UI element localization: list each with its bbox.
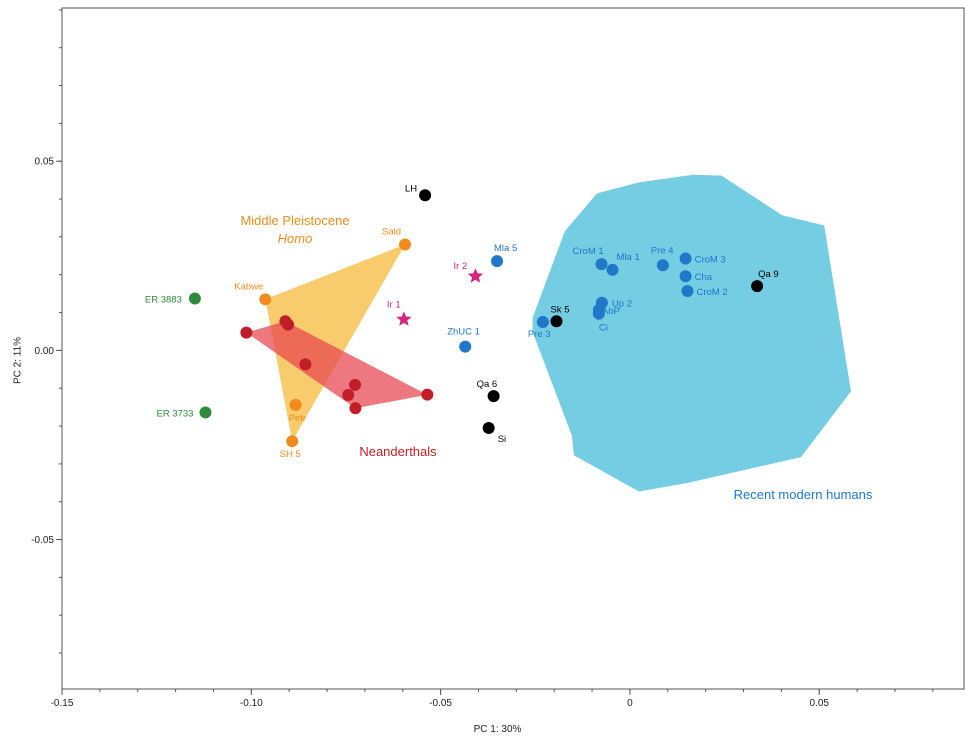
middle-pleistocene-homo-point-label: SH 5 <box>280 449 301 460</box>
homo-erectus-point-label: ER 3883 <box>145 295 182 306</box>
neanderthals-point <box>240 326 253 339</box>
recent-modern-humans-point-label: Cha <box>695 272 713 283</box>
middle-pleistocene-homo-point <box>286 435 299 448</box>
y-tick-label: -0.05 <box>31 535 54 546</box>
other-fossils-point-label: Qa 6 <box>477 379 498 390</box>
recent-modern-humans-point-label: AbP <box>602 306 620 317</box>
recent-modern-humans-point <box>606 263 619 276</box>
other-fossils-point-label: Qa 9 <box>758 269 779 280</box>
group-label-middle-pleistocene: Middle Pleistocene <box>240 213 349 228</box>
jebel-irhoud-point-label: Ir 2 <box>453 261 467 272</box>
middle-pleistocene-homo-point <box>289 398 302 411</box>
y-axis-title: PC 2: 11% <box>12 336 24 385</box>
group-label-homo: Homo <box>278 231 313 246</box>
x-tick-label: -0.10 <box>240 698 263 709</box>
neanderthals-point <box>299 358 312 371</box>
hull-recent-modern-humans <box>532 174 851 492</box>
recent-modern-humans-point-label: Ci <box>599 323 608 334</box>
homo-erectus-point <box>199 406 212 419</box>
hull-neanderthals <box>246 321 428 409</box>
plot-frame <box>61 7 965 690</box>
recent-modern-humans-point <box>536 316 549 329</box>
other-fossils-point-label: Si <box>498 434 506 445</box>
middle-pleistocene-homo-point-label: Sald <box>382 226 401 237</box>
middle-pleistocene-homo-point-label: Kabwe <box>234 281 263 292</box>
neanderthals-point <box>349 402 362 415</box>
recent-modern-humans-point <box>679 270 692 283</box>
x-tick-label: -0.15 <box>51 698 74 709</box>
group-label-neanderthals: Neanderthals <box>359 444 437 459</box>
neanderthals-point <box>421 388 434 401</box>
x-tick-label: -0.05 <box>429 698 452 709</box>
recent-modern-humans-point-label: CroM 3 <box>695 254 726 265</box>
other-fossils-point <box>751 280 764 293</box>
recent-modern-humans-point-label: Up 2 <box>612 299 632 310</box>
recent-modern-humans-point <box>592 307 605 320</box>
other-fossils-point <box>487 390 500 403</box>
recent-modern-humans-point <box>681 284 694 297</box>
other-fossils-point-label: Sk 5 <box>550 304 569 315</box>
other-fossils-point <box>482 421 495 434</box>
recent-modern-humans-point-label: ZhUC 1 <box>447 327 480 338</box>
other-fossils-point-label: LH <box>405 183 417 194</box>
recent-modern-humans-point <box>595 258 608 271</box>
homo-erectus-point <box>188 292 201 305</box>
jebel-irhoud-point-label: Ir 1 <box>387 299 401 310</box>
group-label-recent-modern-humans: Recent modern humans <box>734 487 873 502</box>
middle-pleistocene-homo-point-label: Petr <box>289 413 306 424</box>
recent-modern-humans-point-label: Pre 4 <box>651 245 674 256</box>
recent-modern-humans-point-label: CroM 2 <box>696 287 727 298</box>
recent-modern-humans-point-label: Pre 3 <box>528 329 551 340</box>
recent-modern-humans-point <box>679 252 692 265</box>
recent-modern-humans-point-label: Mla 5 <box>494 243 517 254</box>
neanderthals-point <box>282 318 295 331</box>
recent-modern-humans-point <box>656 259 669 272</box>
middle-pleistocene-homo-point <box>259 293 272 306</box>
neanderthals-point <box>349 378 362 391</box>
recent-modern-humans-point-label: CroM 1 <box>573 246 604 257</box>
x-tick-label: 0.05 <box>809 698 829 709</box>
recent-modern-humans-point-label: Mla 1 <box>617 252 640 263</box>
jebel-irhoud-star-marker <box>467 268 484 283</box>
homo-erectus-point-label: ER 3733 <box>157 408 194 419</box>
jebel-irhoud-star-marker <box>396 311 412 326</box>
recent-modern-humans-point <box>459 340 472 353</box>
x-axis-title: PC 1: 30% <box>473 724 522 735</box>
other-fossils-point <box>550 315 563 328</box>
y-tick-label: 0.05 <box>35 157 55 168</box>
hull-middle-pleistocene-homo <box>265 244 405 442</box>
x-tick-label: 0 <box>627 698 633 709</box>
y-tick-label: 0.00 <box>35 346 55 357</box>
neanderthals-point <box>342 389 355 402</box>
middle-pleistocene-homo-point <box>399 238 412 251</box>
other-fossils-point <box>419 189 432 202</box>
recent-modern-humans-point <box>491 255 504 268</box>
